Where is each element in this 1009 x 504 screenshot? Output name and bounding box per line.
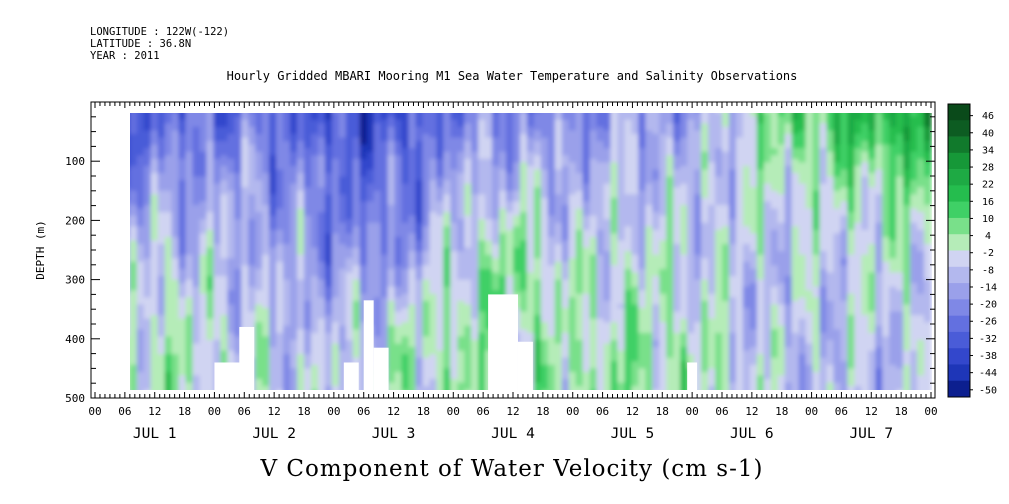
- x-hour-tick-label: 12: [745, 405, 758, 418]
- x-hour-tick-label: 06: [238, 405, 251, 418]
- colorbar-label: -8: [982, 265, 994, 276]
- colorbar-label: -20: [979, 300, 997, 311]
- colorbar-swatch: [948, 364, 970, 382]
- colorbar-swatch: [948, 201, 970, 219]
- colorbar-label: 46: [982, 111, 994, 122]
- colorbar-swatch: [948, 104, 970, 121]
- x-hour-tick-label: 00: [686, 405, 699, 418]
- y-tick-label: 200: [65, 214, 85, 227]
- colorbar-swatch: [948, 152, 970, 170]
- x-hour-tick-label: 00: [805, 405, 818, 418]
- x-hour-tick-label: 00: [447, 405, 460, 418]
- x-hour-tick-label: 06: [596, 405, 609, 418]
- x-hour-tick-label: 12: [268, 405, 281, 418]
- colorbar-label: 4: [985, 231, 991, 242]
- x-hour-tick-label: 12: [626, 405, 639, 418]
- colorbar-swatch: [948, 266, 970, 284]
- x-hour-tick-label: 00: [208, 405, 221, 418]
- x-hour-tick-label: 06: [477, 405, 490, 418]
- colorbar-swatch: [948, 169, 970, 186]
- x-day-label: JUL 1: [133, 426, 177, 442]
- y-tick-label: 300: [65, 274, 85, 287]
- x-hour-tick-label: 18: [297, 405, 310, 418]
- colorbar-swatch: [948, 250, 970, 268]
- colorbar-label: 34: [982, 145, 994, 156]
- x-hour-tick-label: 00: [566, 405, 579, 418]
- x-day-label: JUL 5: [611, 426, 655, 442]
- colorbar-swatch: [948, 217, 970, 235]
- x-hour-tick-label: 06: [118, 405, 131, 418]
- colorbar-label: -14: [979, 282, 997, 293]
- colorbar-label: -44: [979, 368, 997, 379]
- y-tick-label: 500: [65, 392, 85, 405]
- colorbar-swatch: [948, 299, 970, 316]
- x-hour-tick-label: 18: [895, 405, 908, 418]
- colorbar-swatch: [948, 283, 970, 300]
- variable-title: V Component of Water Velocity (cm s-1): [260, 456, 764, 482]
- colorbar-label: -26: [979, 317, 997, 328]
- colorbar-label: -2: [982, 248, 994, 259]
- missing-data-gap: [488, 294, 518, 390]
- x-hour-tick-label: 06: [357, 405, 370, 418]
- missing-data-gaps: [95, 294, 698, 398]
- x-hour-tick-label: 12: [506, 405, 519, 418]
- x-hour-tick-label: 18: [656, 405, 669, 418]
- y-tick-label: 400: [65, 333, 85, 346]
- axis-ticks: 00 06 12 18 00 06 12 18 00 06 12 18 00 06 12 18 00 06 12 18…: [65, 102, 938, 442]
- colorbar-swatch: [948, 348, 970, 365]
- colorbar-label: -50: [979, 385, 997, 396]
- x-hour-tick-label: 18: [775, 405, 788, 418]
- x-day-label: JUL 2: [252, 426, 296, 442]
- colorbar: 46 40 34 28 22 16 10 4 -2 -8 -14 -20 -26 -32 -38 -44 -50: [947, 103, 997, 398]
- colorbar-label: 10: [982, 214, 994, 225]
- y-axis-label: DEPTH (m): [34, 220, 47, 280]
- missing-data-gap: [687, 362, 698, 390]
- missing-data-gap: [95, 327, 127, 398]
- x-day-label: JUL 6: [730, 426, 774, 442]
- missing-data-gap: [373, 347, 389, 390]
- colorbar-label: 22: [982, 180, 994, 191]
- colorbar-swatch: [948, 315, 970, 333]
- y-tick-label: 100: [65, 155, 85, 168]
- missing-data-gap: [214, 362, 245, 390]
- colorbar-swatch: [948, 185, 970, 202]
- x-hour-tick-label: 00: [88, 405, 101, 418]
- x-hour-tick-label: 12: [865, 405, 878, 418]
- chart-title: Hourly Gridded MBARI Mooring M1 Sea Wate…: [227, 69, 798, 83]
- x-day-label: JUL 3: [372, 426, 416, 442]
- missing-data-gap: [363, 300, 374, 390]
- x-hour-tick-label: 06: [835, 405, 848, 418]
- heatmap-field: [95, 113, 932, 398]
- x-hour-tick-label: 12: [387, 405, 400, 418]
- colorbar-swatch: [948, 120, 970, 137]
- colorbar-label: 28: [982, 163, 994, 174]
- latitude-label: LATITUDE : 36.8N: [90, 38, 191, 50]
- x-hour-tick-label: 18: [417, 405, 430, 418]
- longitude-label: LONGITUDE : 122W(-122): [90, 26, 229, 38]
- colorbar-label: -38: [979, 351, 997, 362]
- colorbar-label: 16: [982, 197, 994, 208]
- x-day-label: JUL 7: [849, 426, 893, 442]
- colorbar-swatch: [948, 136, 970, 154]
- colorbar-swatch: [948, 331, 970, 349]
- year-label: YEAR : 2011: [90, 50, 160, 62]
- missing-data-gap: [517, 341, 533, 390]
- x-hour-tick-label: 00: [327, 405, 340, 418]
- x-hour-tick-label: 06: [715, 405, 728, 418]
- x-hour-tick-label: 12: [148, 405, 161, 418]
- missing-data-gap: [343, 362, 359, 390]
- colorbar-swatch: [948, 380, 970, 398]
- x-hour-tick-label: 18: [536, 405, 549, 418]
- x-day-label: JUL 4: [491, 426, 535, 442]
- colorbar-label: -32: [979, 334, 997, 345]
- x-hour-tick-label: 18: [178, 405, 191, 418]
- colorbar-label: 40: [982, 128, 994, 139]
- colorbar-swatch: [948, 234, 970, 251]
- x-hour-tick-label: 00: [924, 405, 937, 418]
